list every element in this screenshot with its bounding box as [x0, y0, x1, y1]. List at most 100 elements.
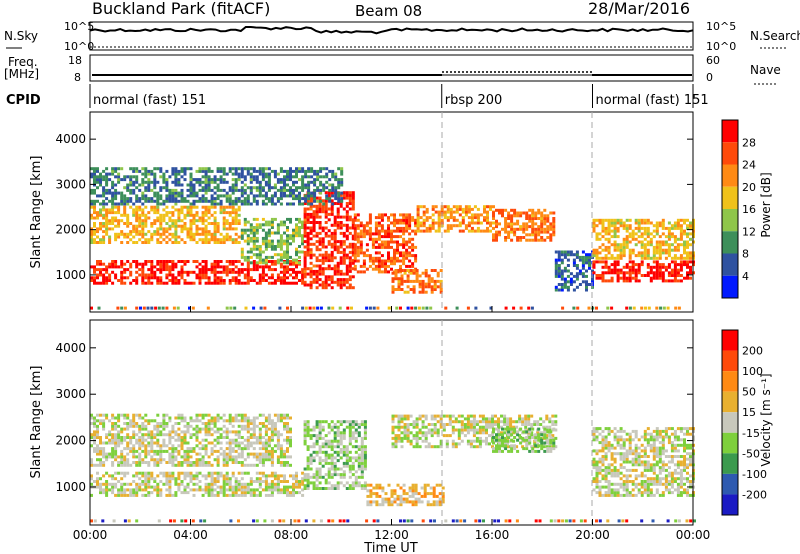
heatmap-cell [171, 493, 175, 497]
heatmap-cell [138, 213, 142, 217]
heatmap-cell [270, 455, 274, 459]
heatmap-cell [90, 191, 93, 195]
heatmap-cell [162, 441, 166, 445]
heatmap-cell [186, 491, 190, 495]
heatmap-cell [132, 491, 136, 495]
heatmap-cell [356, 240, 360, 244]
heatmap-cell [403, 269, 407, 272]
heatmap-cell [231, 419, 235, 423]
heatmap-cell [306, 456, 310, 460]
heatmap-cell [289, 485, 292, 489]
heatmap-cell [213, 438, 217, 442]
heatmap-cell [117, 232, 121, 236]
heatmap-cell [252, 242, 256, 246]
heatmap-cell [144, 224, 148, 228]
heatmap-cell [557, 266, 561, 270]
heatmap-cell [168, 199, 172, 203]
heatmap-cell [336, 267, 340, 271]
heatmap-cell [595, 254, 599, 258]
heatmap-cell [258, 485, 262, 489]
heatmap-cell [135, 485, 139, 489]
heatmap-cell [519, 238, 523, 242]
heatmap-cell [318, 475, 322, 479]
heatmap-cell [234, 480, 238, 483]
heatmap-cell [249, 444, 253, 448]
heatmap-cell [601, 248, 605, 252]
heatmap-cell [279, 276, 283, 280]
heatmap-cell [240, 188, 244, 192]
heatmap-cell [324, 204, 328, 208]
heatmap-cell [363, 453, 367, 457]
heatmap-cell [141, 232, 145, 236]
freq-tick-top: 18 [68, 54, 82, 67]
heatmap-cell [261, 172, 265, 176]
heatmap-cell [391, 279, 395, 283]
heatmap-cell [628, 274, 632, 277]
heatmap-cell [610, 256, 614, 260]
heatmap-cell [525, 233, 529, 237]
heatmap-cell [201, 461, 205, 464]
heatmap-cell [105, 227, 109, 231]
heatmap-cell [306, 478, 310, 482]
heatmap-cell [595, 306, 598, 310]
heatmap-cell [613, 243, 617, 247]
heatmap-cell [631, 235, 635, 239]
heatmap-cell [601, 235, 605, 239]
heatmap-cell [619, 256, 623, 260]
heatmap-cell [252, 234, 256, 238]
heatmap-cell [231, 227, 235, 231]
heatmap-cell [192, 447, 196, 451]
heatmap-cell [336, 425, 340, 429]
heatmap-cell [243, 255, 247, 259]
heatmap-cell [225, 227, 229, 231]
heatmap-cell [264, 202, 268, 206]
heatmap-cell [504, 225, 508, 229]
heatmap-cell [267, 485, 271, 489]
heatmap-cell [222, 208, 226, 212]
heatmap-cell [658, 248, 662, 252]
heatmap-cell [243, 488, 247, 492]
heatmap-cell [219, 194, 223, 198]
heatmap-cell [330, 467, 334, 471]
heatmap-cell [359, 248, 363, 252]
heatmap-cell [249, 261, 253, 265]
heatmap-cell [348, 226, 352, 230]
heatmap-cell [309, 481, 313, 485]
heatmap-cell [111, 485, 115, 489]
heatmap-cell [198, 458, 202, 462]
heatmap-cell [321, 280, 325, 284]
heatmap-cell [198, 268, 202, 272]
heatmap-cell [222, 169, 226, 173]
heatmap-cell [159, 169, 163, 173]
heatmap-cell [234, 213, 238, 217]
heatmap-cell [324, 487, 328, 490]
heatmap-cell [339, 269, 343, 273]
heatmap-cell [228, 452, 232, 456]
heatmap-cell [578, 255, 582, 259]
heatmap-cell [195, 430, 199, 434]
heatmap-cell [283, 261, 286, 265]
heatmap-cell [647, 306, 651, 310]
heatmap-cell [261, 239, 265, 243]
heatmap-cell [333, 272, 337, 276]
heatmap-cell [436, 274, 440, 278]
heatmap-cell [458, 221, 462, 225]
heatmap-cell [342, 256, 346, 260]
heatmap-cell [289, 169, 292, 173]
heatmap-cell [270, 199, 274, 203]
heatmap-cell [336, 240, 340, 244]
heatmap-cell [519, 236, 523, 239]
heatmap-cell [132, 433, 136, 437]
heatmap-cell [286, 493, 289, 497]
heatmap-cell [126, 232, 130, 236]
heatmap-cell [598, 218, 602, 222]
heatmap-cell [405, 224, 409, 228]
heatmap-cell [286, 270, 289, 274]
heatmap-cell [126, 235, 130, 239]
heatmap-cell [267, 167, 271, 171]
heatmap-cell [330, 199, 334, 203]
heatmap-cell [640, 235, 644, 239]
heatmap-cell [360, 450, 364, 454]
heatmap-cell [374, 226, 378, 230]
heatmap-cell [384, 259, 387, 263]
